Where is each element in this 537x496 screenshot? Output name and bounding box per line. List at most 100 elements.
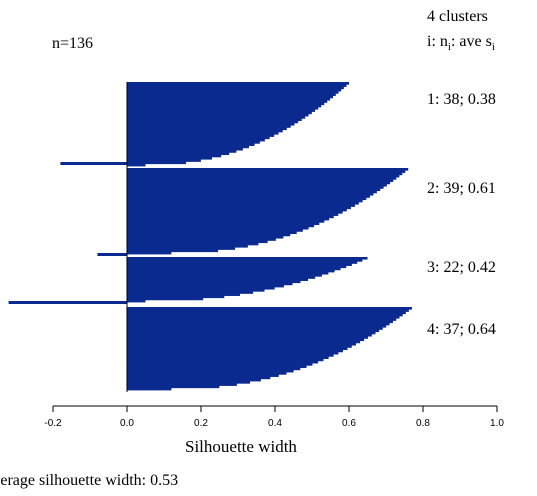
silhouette-bar — [127, 204, 355, 207]
silhouette-bar — [127, 240, 268, 244]
silhouette-bar — [127, 188, 381, 192]
silhouette-bar — [127, 156, 213, 160]
silhouette-bar — [127, 201, 359, 205]
silhouette-bar — [127, 102, 325, 106]
silhouette-bar — [127, 351, 339, 355]
silhouette-bar — [127, 383, 237, 386]
silhouette-bar — [127, 183, 387, 187]
cluster-1-label: 1: 38; 0.38 — [427, 91, 496, 108]
silhouette-bar — [127, 261, 358, 264]
silhouette-bar — [127, 206, 351, 210]
silhouette-bar — [127, 215, 334, 219]
silhouette-bar — [127, 289, 265, 292]
silhouette-bar — [127, 244, 248, 248]
x-tick-label: 0.0 — [120, 418, 134, 429]
x-tick-label: 0.8 — [416, 418, 430, 429]
cluster-4-label: 4: 37; 0.64 — [427, 321, 496, 338]
cluster-1-bars — [60, 82, 349, 167]
silhouette-bar — [127, 356, 329, 359]
x-tick-label: 0.6 — [342, 418, 356, 429]
silhouette-bar — [127, 97, 331, 101]
silhouette-bar — [127, 88, 342, 92]
silhouette-bar — [127, 224, 315, 228]
silhouette-bar — [127, 340, 361, 344]
silhouette-bar — [127, 329, 380, 333]
silhouette-bar — [127, 278, 309, 281]
silhouette-bar — [127, 220, 325, 223]
silhouette-bar — [127, 131, 279, 135]
silhouette-bar — [127, 309, 409, 312]
silhouette-bar — [127, 263, 352, 266]
negative-silhouette-bar — [8, 301, 128, 304]
silhouette-bar — [127, 172, 403, 176]
silhouette-bar — [127, 217, 330, 221]
cluster-2-label: 2: 39; 0.61 — [427, 180, 496, 197]
silhouette-bar — [127, 315, 400, 319]
silhouette-bar — [127, 376, 271, 380]
n-label: n=136 — [52, 35, 94, 52]
silhouette-bar — [127, 331, 376, 335]
silhouette-bar — [127, 299, 146, 303]
silhouette-bar — [127, 280, 301, 284]
silhouette-bar — [127, 195, 370, 198]
silhouette-bar — [127, 354, 334, 357]
silhouette-bar — [127, 265, 347, 269]
silhouette-bar — [127, 347, 348, 351]
silhouette-bar — [127, 118, 302, 121]
silhouette-bar — [127, 116, 306, 119]
silhouette-bar — [127, 179, 394, 182]
silhouette-bar — [127, 284, 284, 288]
silhouette-bar — [127, 213, 339, 216]
silhouette-bar — [127, 387, 172, 391]
silhouette-bar — [127, 238, 276, 241]
silhouette-bar — [127, 247, 236, 250]
silhouette-bar — [127, 385, 220, 389]
silhouette-bar — [127, 242, 259, 246]
silhouette-bar — [127, 120, 299, 124]
silhouette-bar — [127, 293, 241, 296]
silhouette-bar — [127, 125, 291, 128]
x-tick-label: 0.2 — [194, 418, 208, 429]
silhouette-bar — [127, 374, 279, 377]
silhouette-bar — [127, 95, 333, 99]
silhouette-bar — [127, 372, 287, 375]
silhouette-bar — [127, 84, 347, 87]
silhouette-bar — [127, 269, 335, 273]
silhouette-bar — [127, 161, 187, 165]
silhouette-bar — [127, 136, 270, 140]
silhouette-bar — [127, 381, 251, 384]
silhouette-bar — [127, 106, 319, 110]
silhouette-bar — [127, 141, 260, 144]
silhouette-bar — [127, 327, 383, 330]
cluster-3-label: 3: 22; 0.42 — [427, 259, 496, 276]
silhouette-bar — [127, 177, 397, 180]
silhouette-bar — [127, 363, 313, 366]
silhouette-bar — [127, 211, 343, 214]
silhouette-bar — [127, 170, 406, 173]
silhouette-bar — [127, 282, 293, 286]
silhouette-bar — [127, 313, 403, 317]
silhouette-bar — [127, 267, 341, 271]
x-tick-label: 1.0 — [490, 418, 504, 429]
silhouette-bar — [127, 197, 367, 201]
silhouette-bar — [127, 186, 384, 189]
silhouette-bar — [127, 360, 319, 364]
silhouette-bar — [127, 129, 283, 133]
silhouette-bar — [127, 145, 249, 149]
silhouette-bar — [127, 318, 397, 321]
silhouette-bar — [127, 104, 322, 108]
average-silhouette-text: Average silhouette width: 0.53 — [0, 472, 179, 489]
silhouette-bar — [127, 150, 237, 153]
silhouette-bar — [127, 154, 222, 158]
silhouette-bar — [127, 307, 412, 310]
silhouette-bar — [127, 257, 368, 260]
silhouette-bar — [127, 259, 363, 262]
silhouette-bar — [127, 295, 225, 299]
silhouette-bar — [127, 159, 201, 162]
silhouette-bar — [127, 226, 309, 230]
negative-silhouette-bar — [97, 253, 127, 256]
silhouette-bar — [127, 190, 377, 194]
silhouette-bar — [127, 338, 365, 342]
silhouette-bar — [127, 138, 265, 142]
legend-header: i: ni: ave si — [427, 33, 495, 54]
